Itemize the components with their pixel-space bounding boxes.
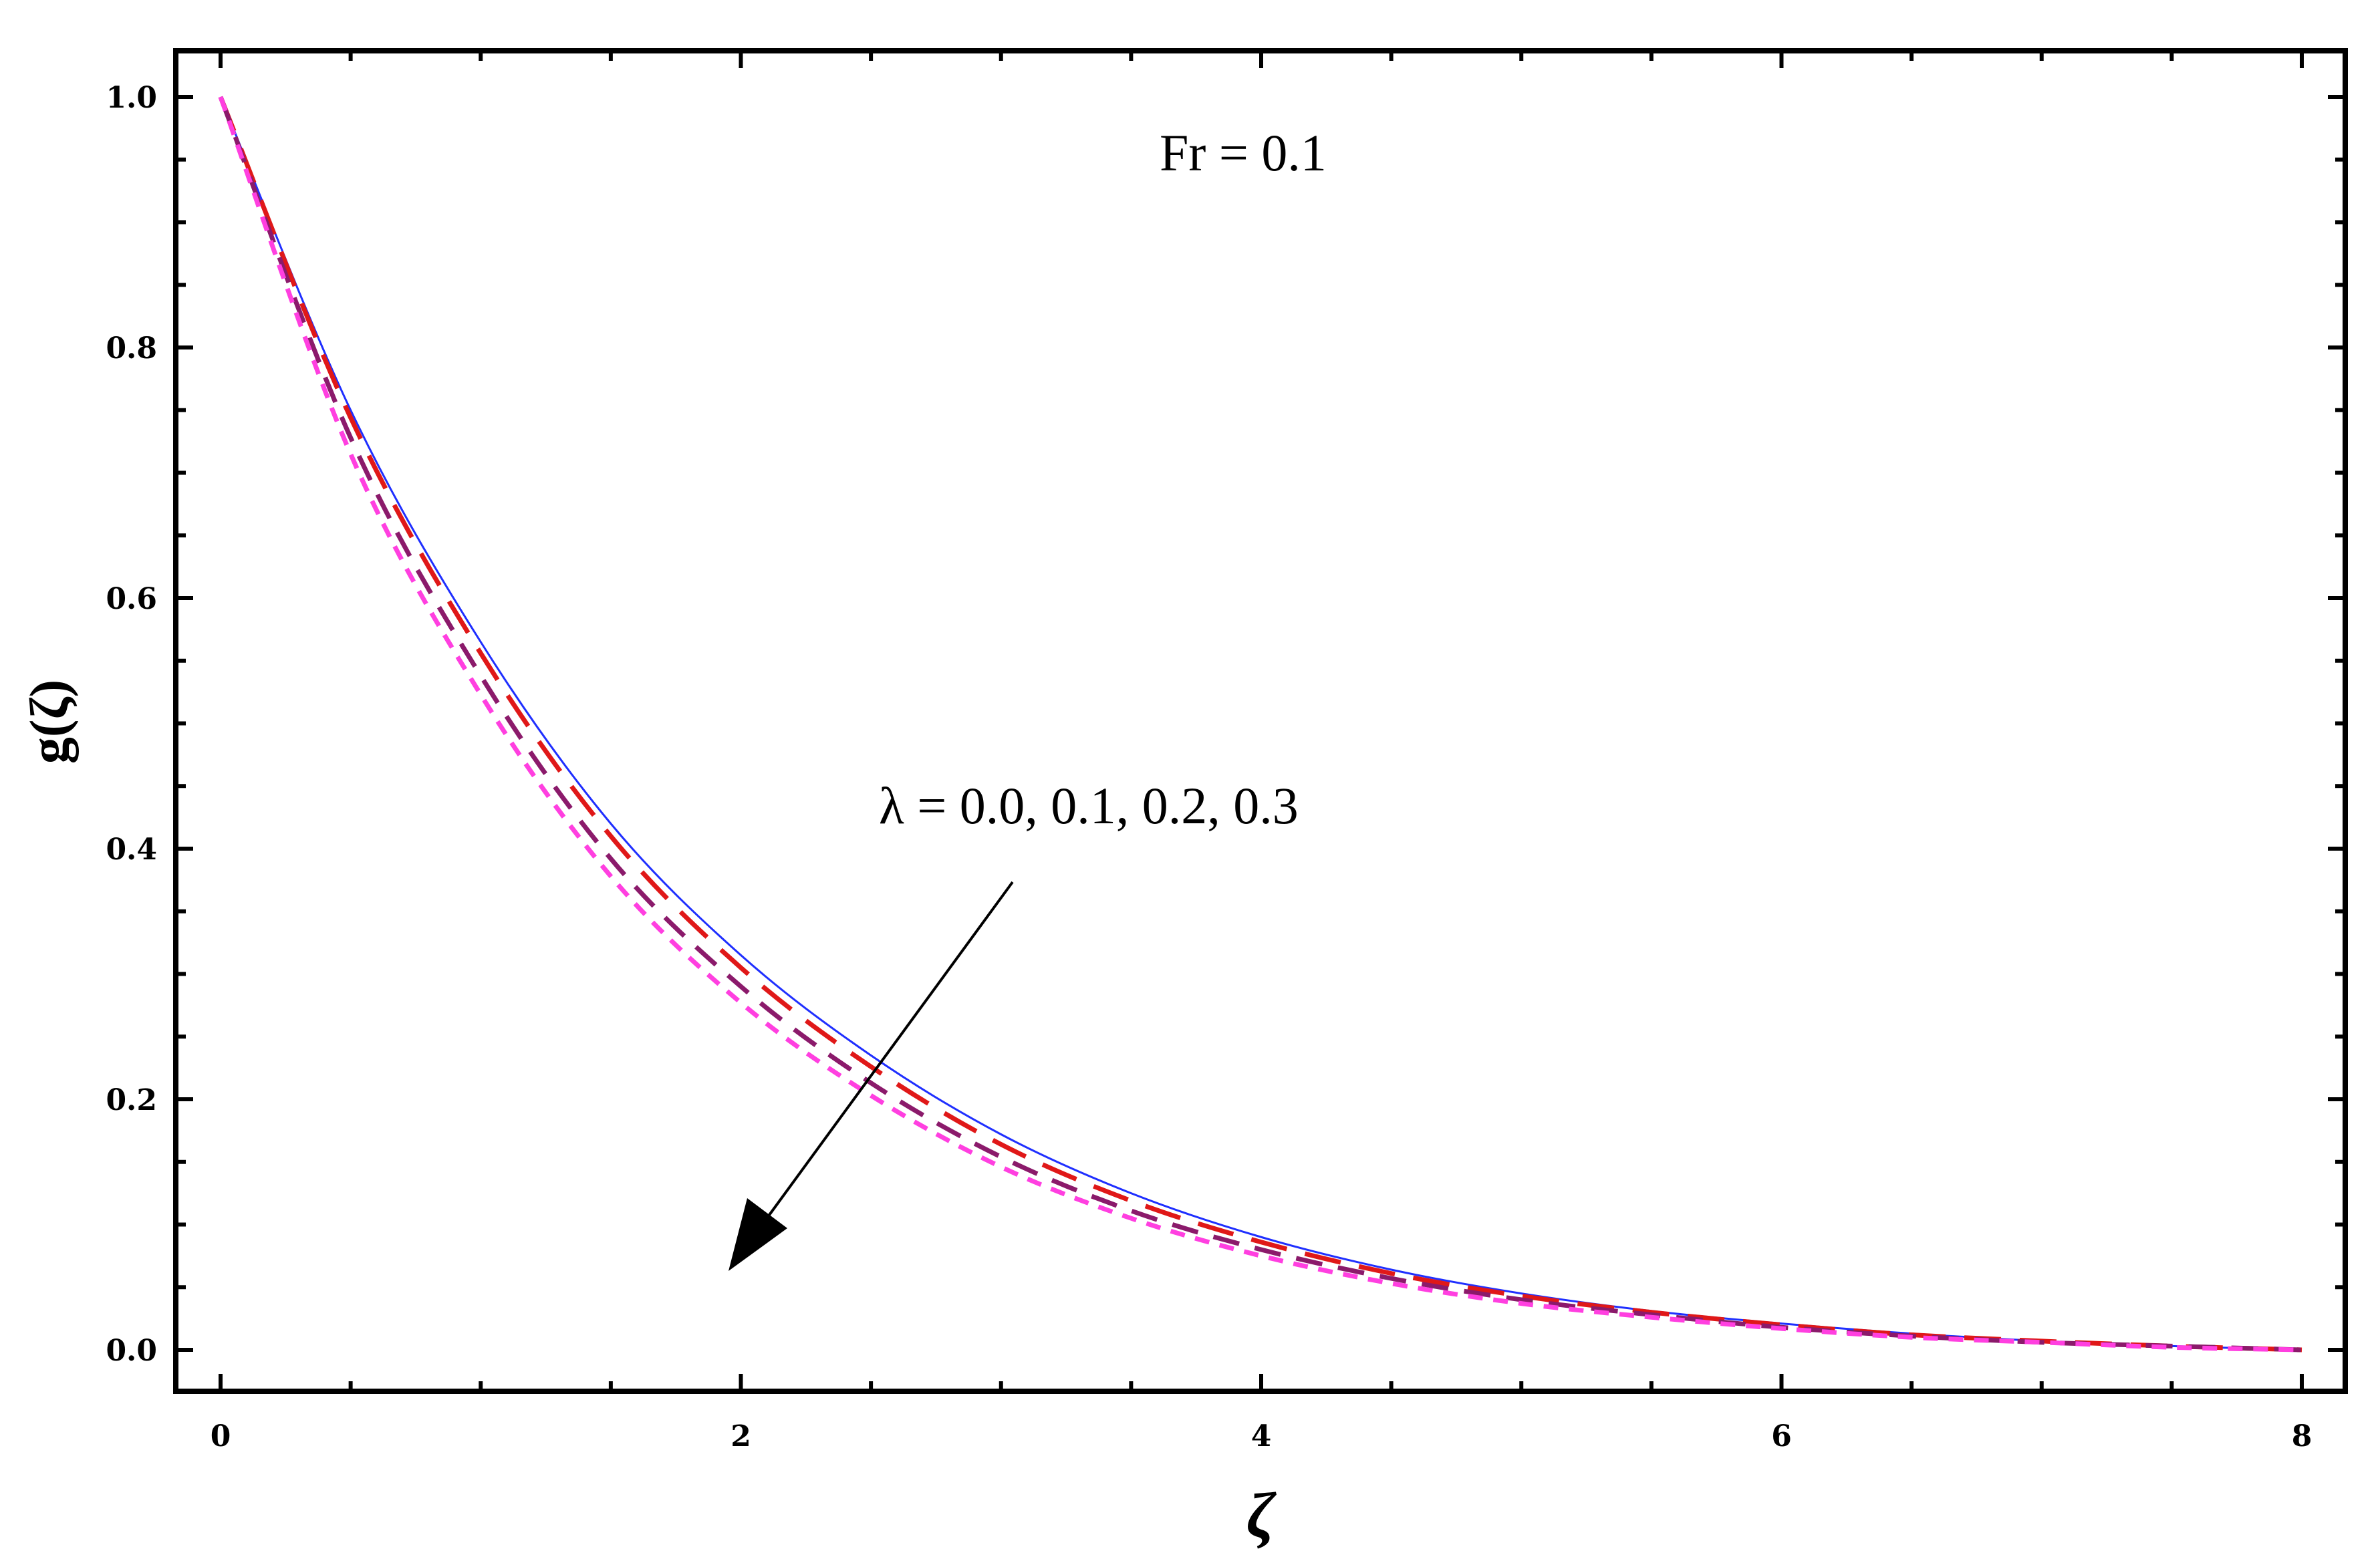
tick-labels: 0 2 4 6 8 0.0 0.2 0.4 0.6 0.8 1.0: [106, 81, 2312, 1453]
series-layer: [218, 96, 2302, 1353]
series-line-1: [218, 96, 2302, 1353]
annotation-param: Fr = 0.1: [1160, 124, 1327, 182]
series-line-2: [218, 96, 2302, 1353]
x-axis-label: ζ: [1246, 1479, 1277, 1551]
y-tick-label: 0.8: [106, 331, 157, 366]
series-line-3: [218, 96, 2302, 1353]
arrow-shaft: [757, 881, 1014, 1231]
annotation-lambda: λ = 0.0, 0.1, 0.2, 0.3: [879, 776, 1299, 835]
x-tick-label: 8: [2292, 1419, 2312, 1453]
x-tick-label: 2: [731, 1419, 751, 1453]
y-tick-label: 0.2: [106, 1083, 157, 1117]
x-tick-label: 6: [1771, 1419, 1792, 1453]
x-tick-label: 4: [1251, 1419, 1272, 1453]
y-tick-label: 0.0: [106, 1334, 157, 1368]
ticks: [176, 51, 2345, 1391]
y-tick-label: 0.4: [106, 833, 157, 867]
y-tick-label: 0.6: [106, 582, 157, 616]
plot-frame: [173, 48, 2348, 1394]
series-line-0: [219, 96, 2302, 1351]
x-tick-label: 0: [211, 1419, 231, 1453]
y-axis-label: g(ζ): [20, 680, 79, 764]
y-tick-label: 1.0: [106, 81, 157, 115]
arrow-head: [729, 1198, 787, 1271]
